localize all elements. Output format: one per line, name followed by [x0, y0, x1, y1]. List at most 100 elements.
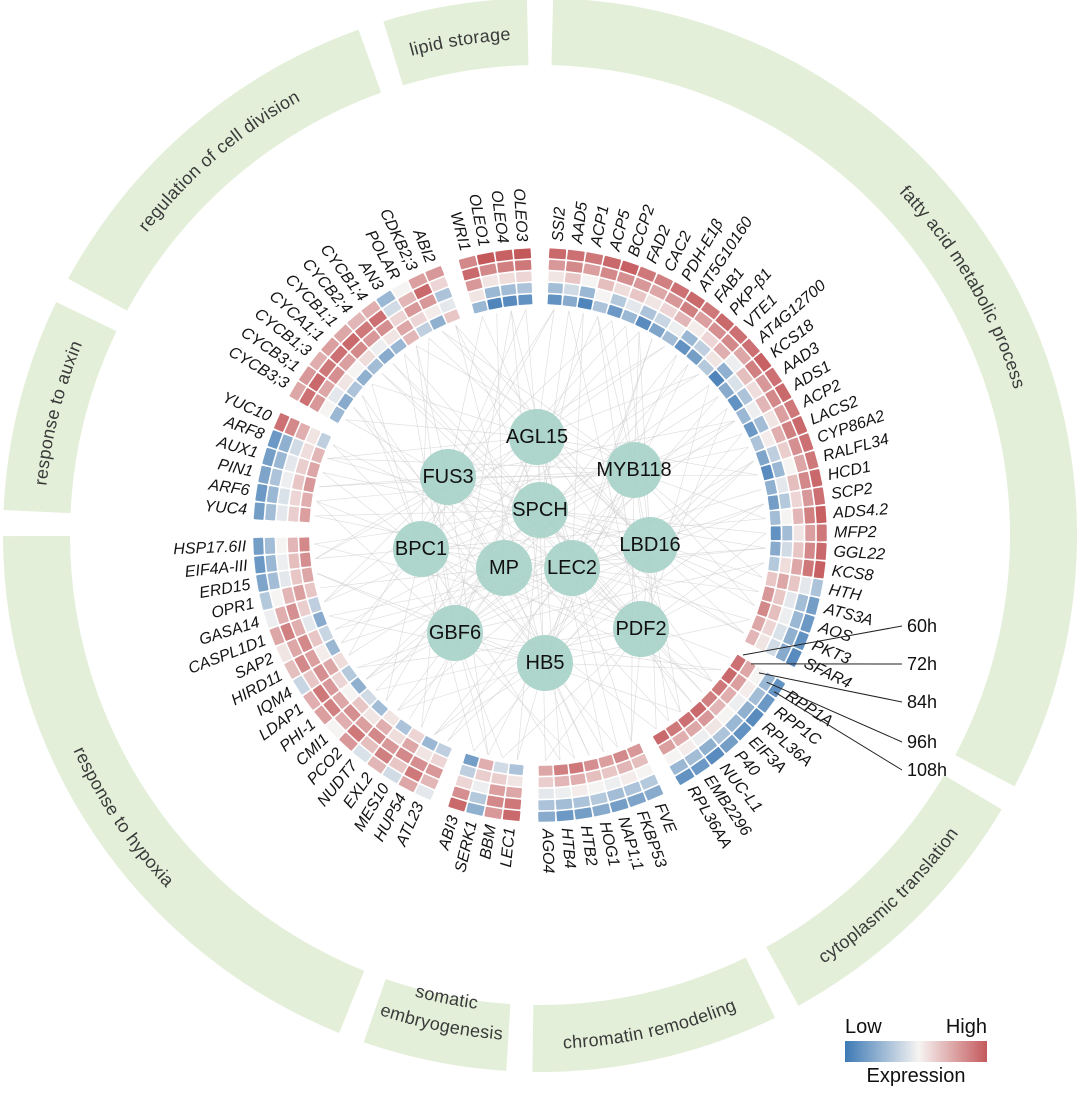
heat-cell: [799, 576, 812, 595]
heat-cell: [306, 427, 321, 445]
heat-cell: [590, 792, 608, 806]
gene-label: BBM: [477, 823, 500, 861]
heat-cell: [497, 261, 515, 273]
network-edge: [420, 338, 430, 550]
heat-cell: [781, 421, 797, 440]
hub-label-lec2: LEC2: [547, 557, 597, 579]
heat-cell: [280, 471, 294, 489]
heat-cell: [313, 611, 327, 628]
heat-cell: [788, 575, 801, 592]
heat-cell: [772, 588, 786, 606]
heat-cell: [356, 369, 373, 386]
network-edge: [447, 320, 613, 478]
heat-cell: [265, 555, 277, 572]
hub-label-agl15: AGL15: [506, 426, 568, 448]
heat-cell: [355, 321, 373, 339]
network-edge: [420, 433, 743, 550]
gene-label: SSI2: [550, 206, 569, 242]
heat-cell: [685, 720, 702, 737]
heat-cell: [800, 614, 815, 633]
network-edge: [455, 325, 546, 664]
heat-cell: [802, 559, 814, 577]
heat-cell: [254, 555, 266, 574]
heat-cell: [416, 322, 433, 337]
heat-cell: [741, 338, 760, 358]
heat-cell: [781, 541, 793, 557]
gene-label: OLEO3: [510, 188, 530, 242]
heat-cell: [568, 762, 584, 774]
network-edge: [371, 383, 538, 438]
heat-cell: [553, 764, 569, 776]
heat-cell: [430, 277, 449, 292]
heat-cell: [778, 607, 793, 625]
hub-node-lbd16: [622, 517, 678, 573]
network-edge: [416, 345, 635, 471]
gene-label: HSP17.6II: [173, 538, 247, 558]
heat-cell: [669, 758, 688, 775]
network-edge: [353, 407, 546, 664]
heat-cell: [548, 259, 566, 271]
heat-cell: [282, 587, 295, 604]
heat-cell: [419, 294, 437, 310]
network-edge: [539, 310, 570, 511]
network-edge: [332, 444, 573, 569]
heat-cell: [435, 743, 452, 758]
network-edge: [420, 548, 561, 761]
network-edge: [633, 469, 681, 713]
heat-cell: [792, 416, 808, 435]
network-edge: [327, 436, 538, 459]
heat-cell: [793, 525, 804, 541]
heat-cell: [398, 776, 418, 793]
heat-cell: [276, 643, 292, 663]
network-edge: [323, 476, 449, 603]
network-edge: [571, 313, 584, 569]
time-label-108h: 108h: [907, 760, 947, 780]
heat-cell: [815, 505, 827, 524]
network-edge: [420, 309, 527, 550]
heat-cell: [739, 660, 756, 678]
heat-cell: [424, 304, 442, 320]
heat-cell: [308, 597, 322, 613]
heat-cell: [670, 282, 690, 299]
heat-cell: [301, 567, 314, 583]
heat-cell: [672, 730, 690, 747]
heat-cell: [297, 634, 313, 652]
network-edge: [421, 476, 449, 728]
heat-cell: [705, 747, 725, 765]
heat-cell: [538, 788, 554, 799]
heat-cell: [701, 691, 718, 708]
heat-cell: [439, 298, 456, 313]
heat-cell: [764, 367, 782, 387]
network-edge: [536, 436, 713, 682]
heat-cell: [775, 643, 792, 662]
time-leader-line: [773, 691, 903, 771]
heat-cell: [472, 300, 488, 314]
gene-label: AGO4: [538, 828, 556, 874]
heat-cell: [267, 430, 283, 449]
heat-cell: [513, 248, 532, 260]
heat-cell: [592, 300, 608, 314]
heat-cell: [757, 601, 771, 617]
heat-cell: [649, 284, 668, 300]
heat-cell: [768, 678, 785, 698]
heat-cell: [378, 348, 395, 364]
legend-labels: Low High: [845, 1016, 987, 1038]
heat-cell: [278, 488, 291, 505]
heat-cell: [765, 571, 778, 587]
legend-high-label: High: [945, 1016, 987, 1038]
network-edge: [633, 469, 755, 607]
heat-cell: [717, 706, 735, 724]
heat-cell: [798, 471, 811, 490]
heat-cell: [333, 324, 353, 343]
heat-cell: [574, 807, 593, 820]
heat-cell: [538, 811, 556, 822]
heat-cell: [303, 477, 316, 493]
heat-cell: [507, 775, 523, 787]
heat-cell: [788, 437, 803, 456]
network-edge: [356, 628, 642, 669]
network-edge: [447, 346, 665, 478]
heat-cell: [255, 484, 268, 502]
heat-cell: [609, 798, 629, 813]
time-label-60h: 60h: [907, 616, 937, 636]
